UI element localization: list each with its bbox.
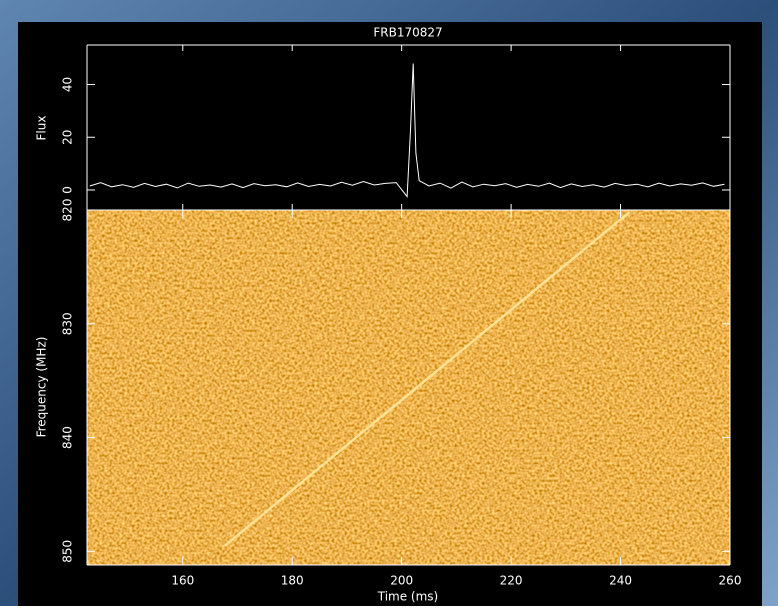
x-tick-label: 240 (609, 574, 632, 588)
x-tick-label: 180 (281, 574, 304, 588)
y-tick-label: 840 (61, 426, 75, 449)
x-tick-label: 160 (171, 574, 194, 588)
y-tick-label: 820 (61, 199, 75, 222)
flux-line (89, 63, 725, 198)
x-tick-label: 220 (500, 574, 523, 588)
y-axis-label: Flux (35, 116, 49, 141)
spectrum-noise (87, 210, 730, 565)
x-tick-label: 200 (390, 574, 413, 588)
y-axis-label: Frequency (MHz) (35, 337, 49, 438)
y-tick-label: 0 (61, 186, 75, 194)
y-tick-label: 850 (61, 540, 75, 563)
x-tick-label: 260 (719, 574, 742, 588)
y-tick-label: 40 (61, 77, 75, 92)
y-tick-label: 20 (61, 130, 75, 145)
dispersion-sweep (224, 211, 631, 547)
y-tick-label: 830 (61, 312, 75, 335)
frame (86, 44, 731, 566)
chart-title: FRB170827 (373, 26, 442, 40)
x-axis-label: Time (ms) (377, 590, 439, 604)
